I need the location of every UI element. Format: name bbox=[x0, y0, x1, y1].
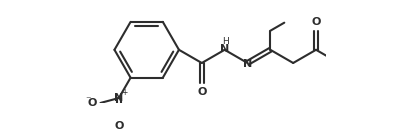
Text: +: + bbox=[121, 88, 127, 97]
Text: N: N bbox=[114, 93, 124, 103]
Text: O: O bbox=[114, 121, 124, 131]
Text: N: N bbox=[243, 59, 252, 69]
Text: ⁻: ⁻ bbox=[85, 95, 91, 105]
Text: O: O bbox=[311, 17, 321, 27]
Text: H: H bbox=[222, 37, 229, 46]
Text: O: O bbox=[197, 87, 206, 97]
Text: O: O bbox=[88, 98, 97, 108]
Text: N: N bbox=[220, 44, 229, 54]
